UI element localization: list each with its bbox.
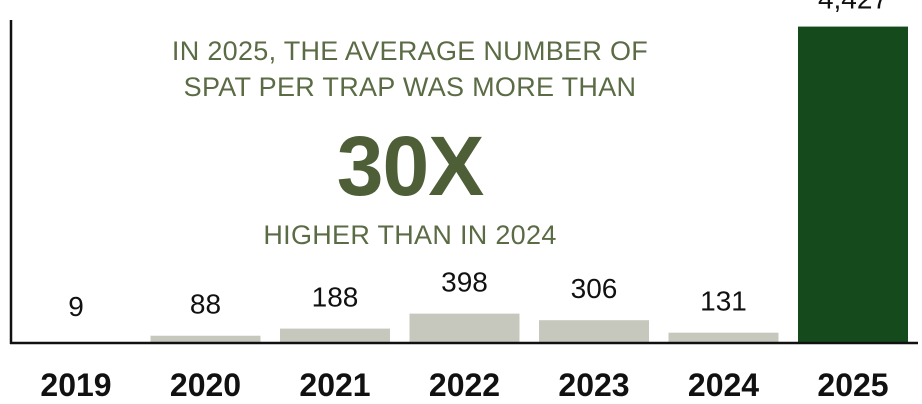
value-label-2022: 398 <box>441 267 488 298</box>
x-tick-label-2025: 2025 <box>817 367 888 403</box>
value-label-2020: 88 <box>190 289 221 320</box>
value-label-2025: 4,427 <box>818 0 888 15</box>
value-label-2024: 131 <box>700 286 747 317</box>
x-tick-labels-group: 2019 2020 2021 2022 2023 2024 2025 <box>40 367 888 403</box>
bars-group <box>150 26 908 342</box>
bar-2021 <box>280 328 390 342</box>
x-tick-label-2021: 2021 <box>299 367 370 403</box>
annotation-line-3: HIGHER THAN IN 2024 <box>263 220 557 250</box>
x-tick-label-2024: 2024 <box>688 367 759 403</box>
x-tick-label-2022: 2022 <box>429 367 500 403</box>
value-label-2023: 306 <box>571 273 618 304</box>
x-tick-label-2023: 2023 <box>558 367 629 403</box>
bar-2022 <box>409 313 520 342</box>
x-tick-label-2019: 2019 <box>40 367 111 403</box>
value-label-2021: 188 <box>312 282 359 313</box>
annotation-multiplier: 30X <box>336 119 484 213</box>
annotation-line-2: SPAT PER TRAP WAS MORE THAN <box>183 72 637 102</box>
bar-2023 <box>539 320 649 342</box>
bar-2024 <box>668 332 779 342</box>
x-tick-label-2020: 2020 <box>170 367 241 403</box>
annotation-line-1: IN 2025, THE AVERAGE NUMBER OF <box>171 36 649 66</box>
value-label-2019: 9 <box>68 291 84 322</box>
bar-2020 <box>150 335 261 342</box>
bar-2025 <box>798 26 908 342</box>
value-labels-group: 9 88 188 398 306 131 4,427 <box>68 0 888 322</box>
